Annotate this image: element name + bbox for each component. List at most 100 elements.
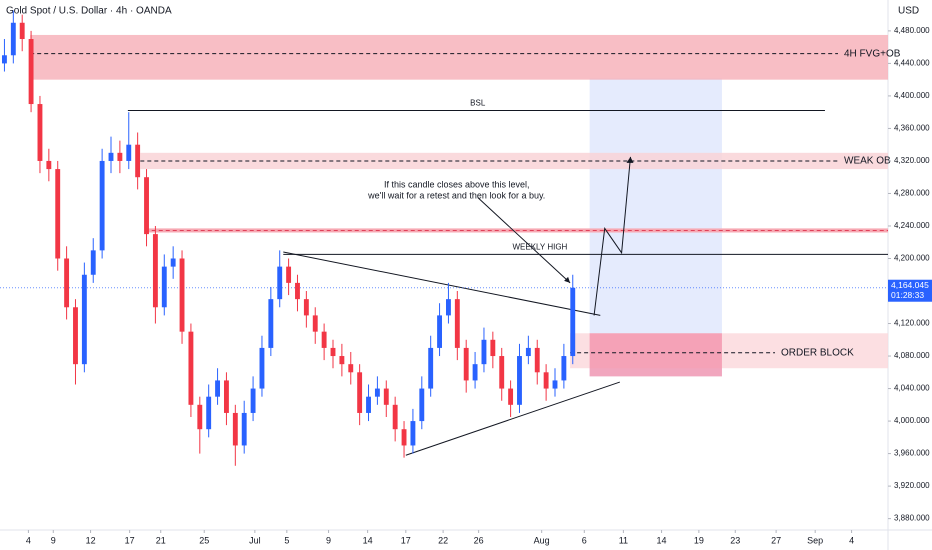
y-tick-label: 4,200.000	[894, 254, 930, 263]
candle-body	[445, 299, 451, 316]
note-arrow	[477, 197, 571, 284]
candle-body	[348, 364, 354, 373]
order-block-core	[589, 333, 722, 377]
note-text: we'll wait for a retest and then look fo…	[367, 191, 545, 201]
candle-body	[268, 299, 274, 348]
candle-body	[383, 388, 389, 405]
y-tick-label: 4,480.000	[894, 26, 930, 35]
x-tick-label: 26	[474, 535, 484, 545]
last-price-box	[888, 279, 932, 302]
candle-body	[534, 347, 540, 373]
candle-body	[206, 396, 212, 430]
candle-body	[339, 356, 345, 365]
trendline	[283, 251, 601, 316]
candle-body	[73, 307, 78, 365]
note-arrow-head	[564, 276, 571, 283]
candle-body	[215, 380, 221, 397]
candle-body	[188, 331, 194, 405]
candle-body	[295, 282, 300, 300]
candle-body	[90, 250, 96, 275]
candle-body	[552, 380, 558, 389]
candle-body	[330, 347, 336, 357]
candle-body	[135, 144, 141, 178]
y-tick-label: 4,360.000	[894, 124, 930, 133]
candle-body	[490, 339, 496, 357]
zone-label: ORDER BLOCK	[781, 347, 854, 358]
candle-body	[454, 299, 460, 348]
x-tick-label: 19	[694, 535, 704, 545]
candle-body	[570, 287, 576, 357]
x-tick-label: 22	[438, 535, 448, 545]
candle-body	[117, 152, 123, 161]
candle-body	[161, 266, 167, 308]
candle-body	[401, 429, 407, 446]
y-tick-label: 4,000.000	[894, 416, 930, 425]
candle-body	[259, 347, 265, 389]
candle-body	[99, 160, 105, 251]
x-tick-label: 12	[86, 535, 96, 545]
candle-body	[508, 388, 514, 405]
y-tick-label: 4,120.000	[894, 319, 930, 328]
trendline	[405, 381, 620, 456]
candle-body	[28, 39, 34, 105]
y-tick-label: 3,960.000	[894, 449, 930, 458]
candle-body	[10, 22, 16, 56]
zone-label: WEAK OB	[844, 156, 891, 167]
x-tick-label: 4	[26, 535, 31, 545]
arrow-head	[626, 156, 634, 163]
candle-body	[303, 299, 309, 316]
chart-title: Gold Spot / U.S. Dollar · 4h · OANDA	[6, 6, 172, 17]
candle-body	[46, 160, 52, 170]
candle-body	[37, 104, 43, 161]
candle-body	[144, 177, 149, 235]
candle-body	[81, 274, 87, 365]
x-tick-label: 6	[582, 535, 587, 545]
candle-body	[277, 266, 283, 300]
candle-body	[357, 372, 363, 413]
x-tick-label: 21	[156, 535, 166, 545]
x-tick-label: 4	[849, 535, 854, 545]
candle-body	[392, 404, 398, 430]
x-tick-label: 14	[657, 535, 667, 545]
candle-body	[472, 364, 478, 381]
x-tick-label: 23	[730, 535, 740, 545]
candle-body	[170, 258, 176, 267]
y-tick-label: 4,080.000	[894, 351, 930, 360]
candle-body	[312, 315, 318, 332]
x-tick-label: Sep	[807, 535, 823, 545]
candle-body	[419, 388, 425, 422]
y-tick-label: 3,880.000	[894, 514, 930, 523]
candle-body	[223, 380, 229, 413]
candle-body	[64, 258, 70, 308]
y-tick-label: 4,320.000	[894, 156, 930, 165]
candle-body	[517, 356, 522, 405]
candle-body	[250, 388, 256, 413]
candle-body	[1, 55, 7, 64]
candle-body	[197, 404, 203, 430]
y-tick-label: 4,040.000	[894, 384, 930, 393]
x-tick-label: 17	[125, 535, 135, 545]
x-tick-label: 9	[326, 535, 331, 545]
candle-body	[108, 152, 114, 161]
candle-body	[499, 356, 505, 389]
candle-body	[286, 266, 292, 283]
y-tick-label: 4,240.000	[894, 221, 930, 230]
candle-body	[525, 347, 531, 357]
target-box	[589, 78, 722, 377]
candle-body	[366, 396, 371, 413]
x-tick-label: Jul	[249, 535, 261, 545]
candle-body	[428, 347, 434, 389]
candle-body	[241, 412, 247, 446]
candle-body	[561, 356, 567, 381]
candle-body	[374, 388, 380, 397]
countdown-label: 01:28:33	[891, 290, 924, 300]
level-label: WEEKLY HIGH	[512, 243, 567, 252]
x-tick-label: 25	[199, 535, 209, 545]
candle-body	[410, 421, 416, 446]
x-tick-label: 11	[619, 535, 628, 545]
x-tick-label: 27	[771, 535, 781, 545]
candle-body	[437, 315, 443, 348]
x-tick-label: Aug	[534, 535, 550, 545]
